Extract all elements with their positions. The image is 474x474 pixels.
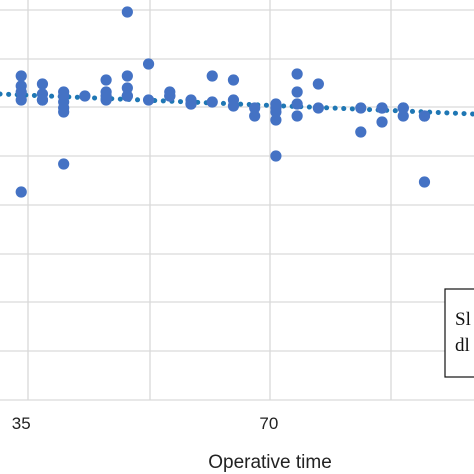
data-points [15, 6, 431, 198]
data-point [121, 6, 133, 18]
data-point [249, 102, 261, 114]
data-point [291, 86, 303, 98]
data-point [100, 94, 112, 106]
data-point [312, 78, 324, 90]
data-point [15, 70, 27, 82]
data-point [15, 86, 27, 98]
data-point [312, 102, 324, 114]
data-point [58, 158, 70, 170]
data-point [355, 126, 367, 138]
data-point [397, 110, 409, 122]
data-point [418, 110, 431, 122]
data-point [270, 150, 282, 162]
data-point [100, 74, 112, 86]
data-point [142, 94, 155, 106]
data-point [121, 70, 133, 82]
legend-line-1: Sl [455, 309, 471, 330]
data-point [206, 70, 218, 82]
data-point [291, 98, 303, 110]
data-point [15, 186, 27, 198]
x-tick-labels: 35 70 [12, 414, 279, 433]
data-point [185, 98, 197, 110]
data-point [249, 110, 261, 122]
data-point [121, 90, 133, 102]
legend-box: Sl dl [444, 288, 474, 378]
x-tick-label: 70 [259, 414, 278, 433]
legend-line-2: dl [455, 335, 470, 356]
data-point [164, 90, 176, 102]
data-point [121, 82, 133, 94]
data-point [227, 74, 240, 86]
data-point [15, 94, 27, 106]
data-point [291, 110, 303, 122]
data-point [79, 90, 91, 102]
data-point [227, 100, 240, 112]
data-point [397, 102, 409, 114]
data-point [355, 102, 367, 114]
data-point [36, 78, 49, 90]
data-point [291, 68, 303, 80]
x-tick-label: 35 [12, 414, 31, 433]
data-point [270, 114, 282, 126]
data-point [418, 176, 431, 188]
data-point [58, 106, 70, 118]
trendline [0, 91, 474, 117]
data-point [142, 58, 155, 70]
trendline-path [0, 91, 474, 117]
data-point [376, 102, 388, 114]
data-point [376, 116, 388, 128]
x-axis-title: Operative time [208, 452, 332, 473]
data-point [270, 106, 282, 118]
data-point [206, 96, 218, 108]
data-point [36, 94, 49, 106]
grid-lines [0, 0, 474, 401]
